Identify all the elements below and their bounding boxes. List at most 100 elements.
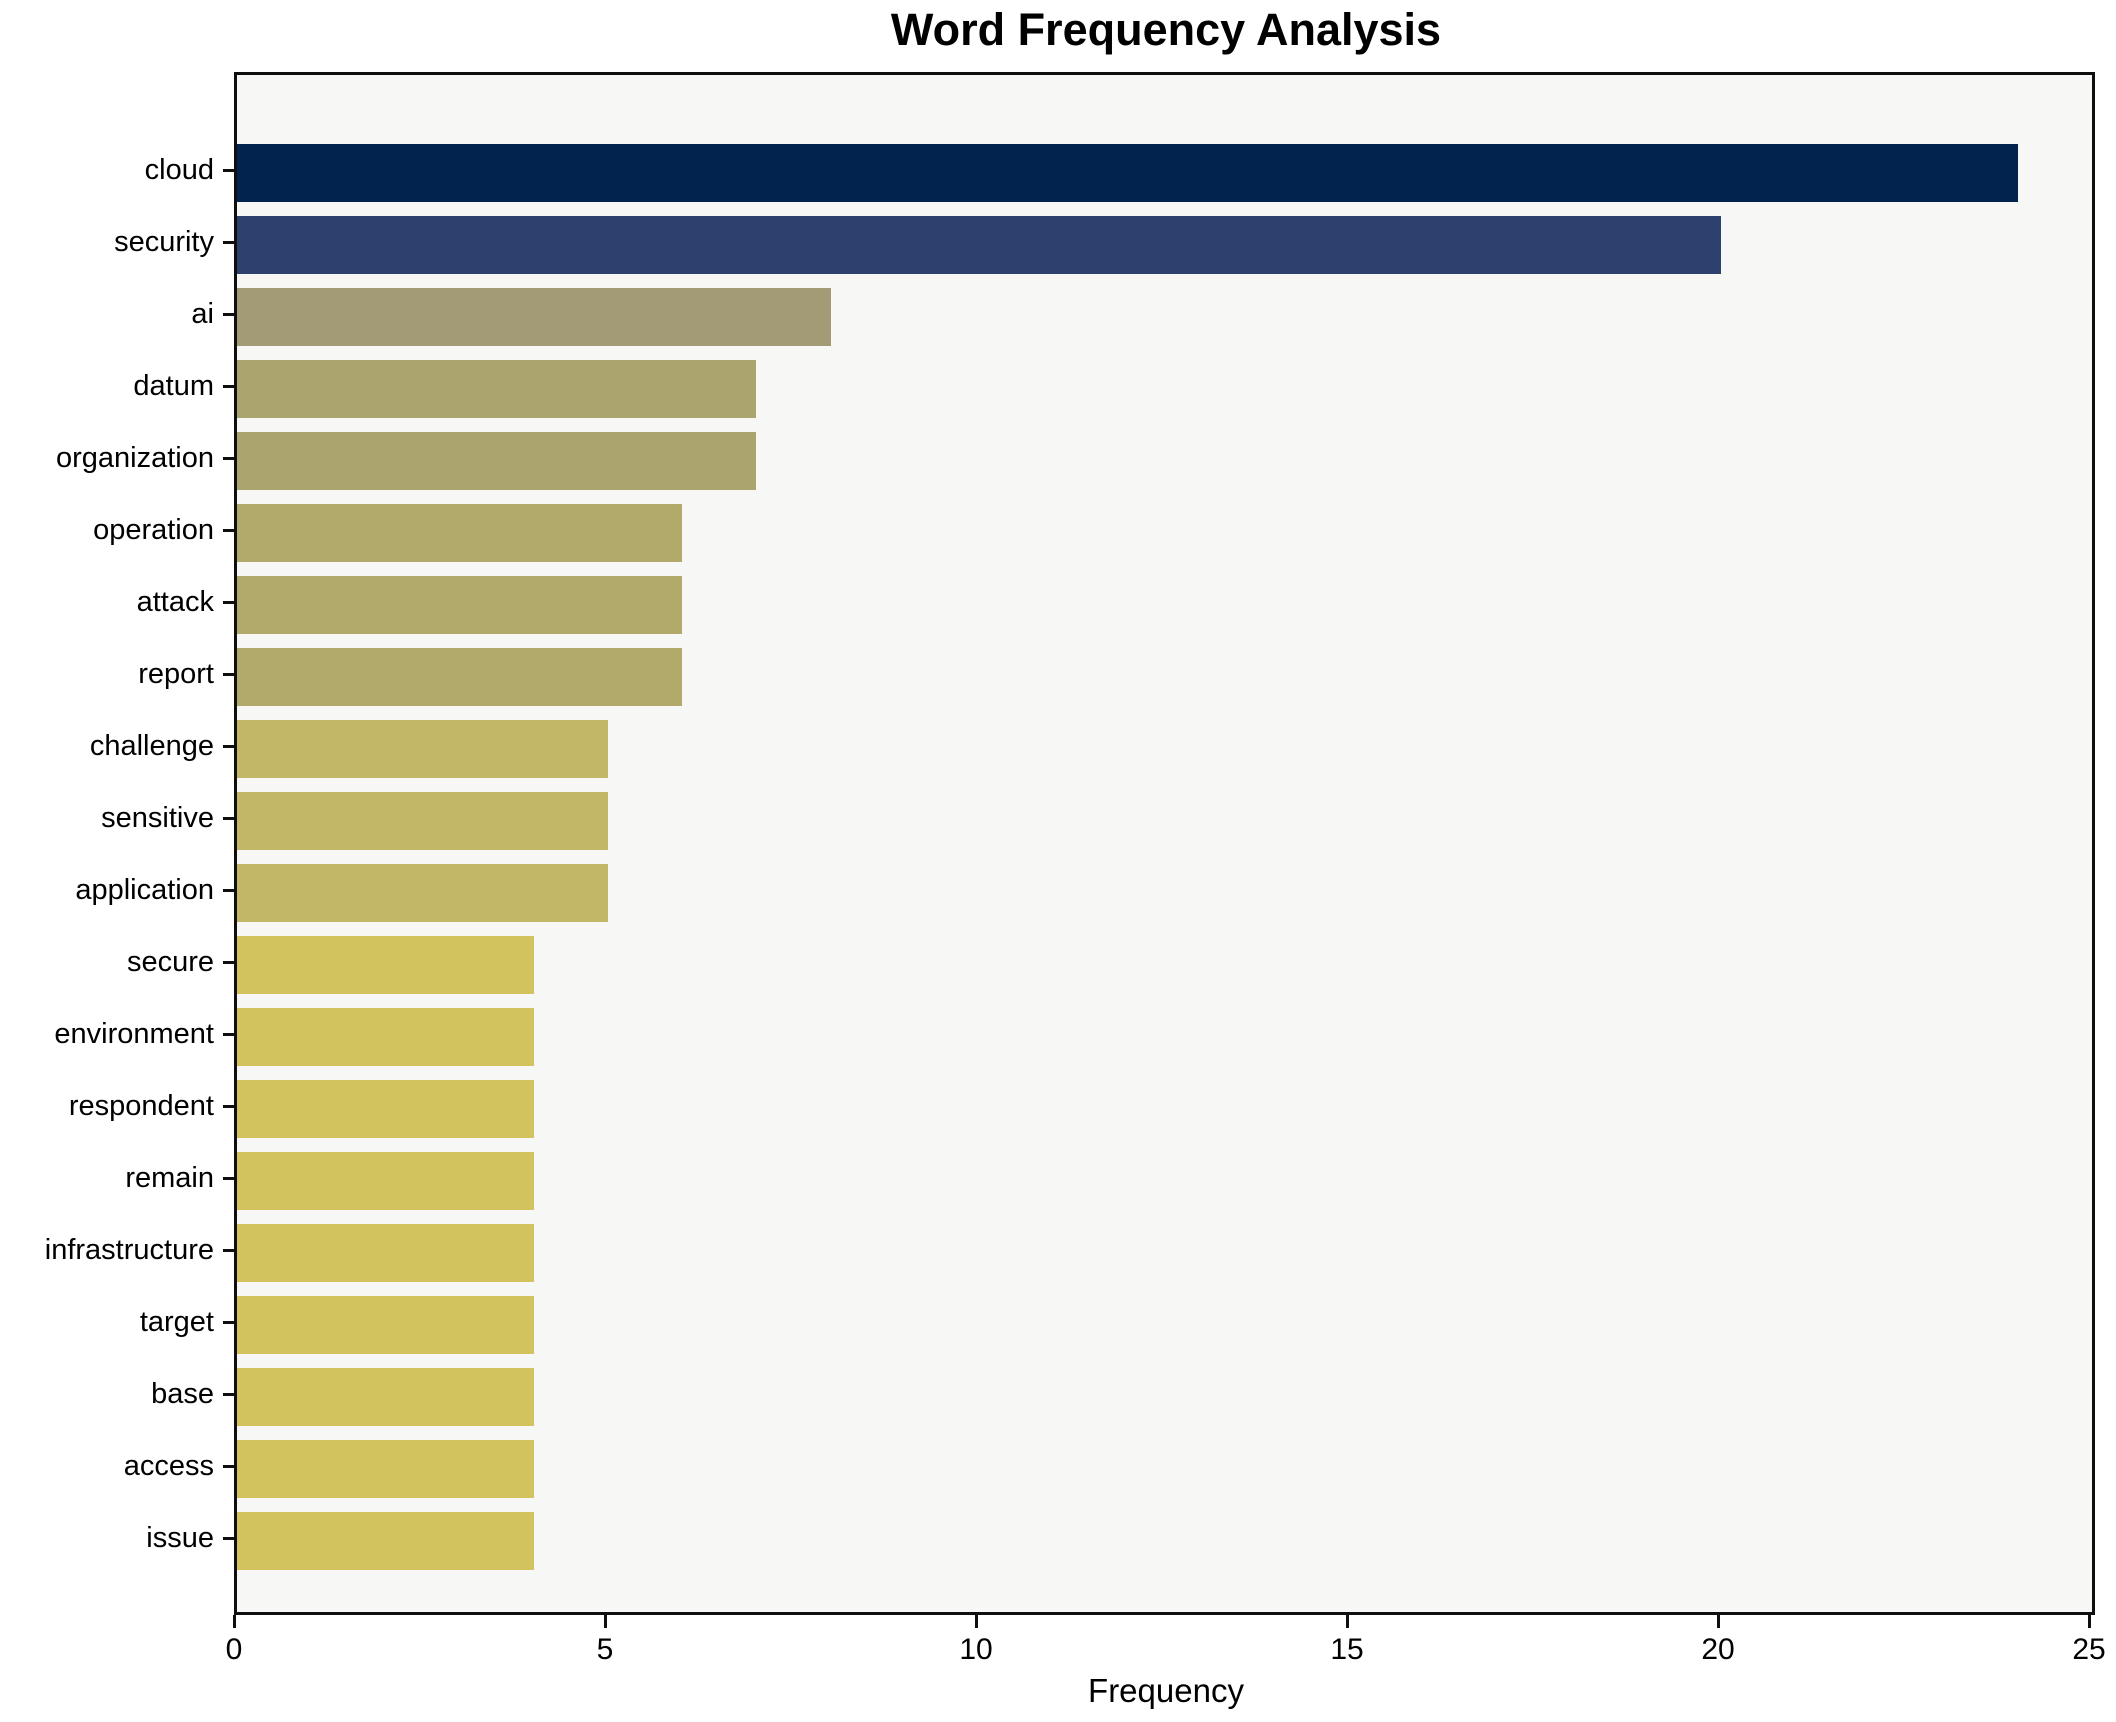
bar-row <box>237 497 2092 569</box>
y-tick-label-security: security <box>114 225 214 258</box>
bar-security <box>237 216 1721 274</box>
y-tick-label-infrastructure: infrastructure <box>44 1233 214 1266</box>
y-row: challenge <box>0 710 234 782</box>
x-tick-label-15: 15 <box>1330 1633 1364 1666</box>
y-row: access <box>0 1430 234 1502</box>
bar-base <box>237 1368 534 1426</box>
y-row: environment <box>0 998 234 1070</box>
y-row: infrastructure <box>0 1214 234 1286</box>
bar-row <box>237 929 2092 1001</box>
chart-title: Word Frequency Analysis <box>890 4 1442 55</box>
y-tick-label-attack: attack <box>136 585 214 618</box>
y-row: respondent <box>0 1070 234 1142</box>
y-tick-mark <box>223 456 234 460</box>
y-tick-label-base: base <box>151 1377 214 1410</box>
bar-access <box>237 1440 534 1498</box>
x-tick-mark <box>2087 1615 2091 1628</box>
y-tick-label-access: access <box>123 1449 214 1482</box>
bar-target <box>237 1296 534 1354</box>
x-tick-label-20: 20 <box>1701 1633 1735 1666</box>
y-tick-label-sensitive: sensitive <box>101 801 214 834</box>
y-tick-label-report: report <box>138 657 214 690</box>
bar-secure <box>237 936 534 994</box>
y-tick-mark <box>223 744 234 748</box>
y-tick-mark <box>223 528 234 532</box>
y-tick-mark <box>223 888 234 892</box>
bar-row <box>237 353 2092 425</box>
y-tick-label-challenge: challenge <box>89 729 214 762</box>
bar-row <box>237 1505 2092 1577</box>
bar-datum <box>237 360 757 418</box>
y-tick-label-secure: secure <box>126 945 214 978</box>
y-tick-mark <box>223 168 234 172</box>
bar-environment <box>237 1008 534 1066</box>
y-tick-mark <box>223 1176 234 1180</box>
bar-issue <box>237 1512 534 1570</box>
y-row: report <box>0 638 234 710</box>
y-row: issue <box>0 1502 234 1574</box>
y-tick-label-cloud: cloud <box>144 153 214 186</box>
y-tick-mark <box>223 672 234 676</box>
y-row: sensitive <box>0 782 234 854</box>
x-tick-label-5: 5 <box>596 1633 614 1666</box>
bar-remain <box>237 1152 534 1210</box>
x-tick-mark <box>974 1615 978 1628</box>
y-tick-label-remain: remain <box>125 1161 214 1194</box>
bar-application <box>237 864 608 922</box>
bar-sensitive <box>237 792 608 850</box>
bar-row <box>237 1433 2092 1505</box>
y-row: remain <box>0 1142 234 1214</box>
bar-row <box>237 569 2092 641</box>
y-tick-mark <box>223 1392 234 1396</box>
y-tick-mark <box>223 312 234 316</box>
y-row: datum <box>0 350 234 422</box>
y-tick-label-environment: environment <box>54 1017 214 1050</box>
y-tick-mark <box>223 1032 234 1036</box>
y-tick-mark <box>223 1104 234 1108</box>
y-row: organization <box>0 422 234 494</box>
y-tick-mark <box>223 240 234 244</box>
y-tick-label-ai: ai <box>191 297 214 330</box>
y-row: secure <box>0 926 234 998</box>
bar-organization <box>237 432 757 490</box>
x-tick-mark <box>232 1615 236 1628</box>
y-tick-label-datum: datum <box>133 369 214 402</box>
bar-row <box>237 1073 2092 1145</box>
x-axis: 0 5 10 15 20 25 <box>226 1615 2106 1685</box>
y-row: cloud <box>0 134 234 206</box>
bar-row <box>237 1001 2092 1073</box>
bar-ai <box>237 288 831 346</box>
y-tick-label-organization: organization <box>56 441 214 474</box>
y-tick-mark <box>223 384 234 388</box>
y-row: operation <box>0 494 234 566</box>
y-row: target <box>0 1286 234 1358</box>
x-tick-label-10: 10 <box>959 1633 993 1666</box>
x-tick-mark <box>603 1615 607 1628</box>
bar-row <box>237 857 2092 929</box>
y-row: base <box>0 1358 234 1430</box>
bar-challenge <box>237 720 608 778</box>
y-tick-mark <box>223 816 234 820</box>
y-tick-mark <box>223 960 234 964</box>
bar-row <box>237 137 2092 209</box>
bar-row <box>237 1145 2092 1217</box>
y-row: ai <box>0 278 234 350</box>
y-axis: cloud security ai datum organization operatio… <box>0 72 234 1615</box>
y-tick-mark <box>223 1536 234 1540</box>
bar-respondent <box>237 1080 534 1138</box>
y-tick-label-target: target <box>139 1305 214 1338</box>
plot-area <box>234 72 2095 1615</box>
y-tick-label-respondent: respondent <box>68 1089 214 1122</box>
y-tick-label-application: application <box>75 873 214 906</box>
y-tick-mark <box>223 1320 234 1324</box>
bar-row <box>237 1217 2092 1289</box>
bar-row <box>237 209 2092 281</box>
x-tick-mark <box>1345 1615 1349 1628</box>
bar-attack <box>237 576 683 634</box>
bar-row <box>237 281 2092 353</box>
bar-row <box>237 785 2092 857</box>
bar-row <box>237 713 2092 785</box>
x-tick-label-0: 0 <box>225 1633 243 1666</box>
y-row: application <box>0 854 234 926</box>
x-tick-mark <box>1716 1615 1720 1628</box>
